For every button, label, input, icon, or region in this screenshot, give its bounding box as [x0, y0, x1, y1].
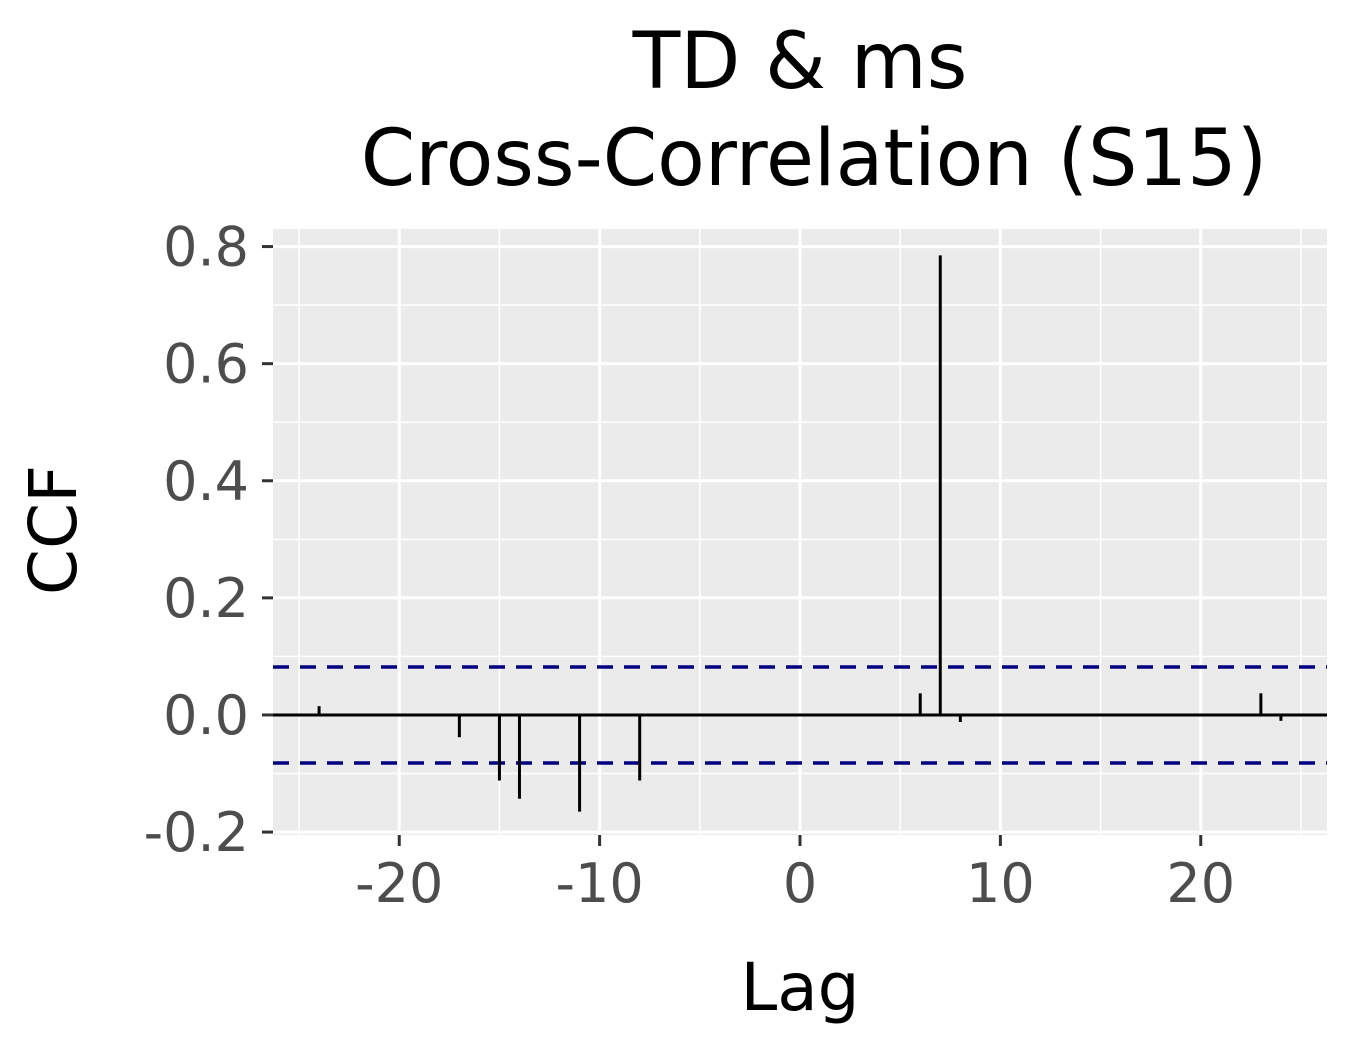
y-axis-title: CCF: [15, 465, 92, 595]
y-tick-label: 0.2: [163, 567, 249, 630]
x-tick-label: 10: [966, 852, 1035, 915]
y-tick-label: 0.4: [163, 450, 249, 513]
chart-title-line-1: TD & ms: [632, 17, 968, 107]
y-tick-label: 0.8: [163, 216, 249, 279]
x-tick-label: 20: [1166, 852, 1235, 915]
y-tick-label: -0.2: [144, 801, 249, 864]
x-tick-label: -20: [355, 852, 443, 915]
x-axis: -20 -10 0 10 20: [355, 835, 1235, 915]
confidence-lines: [273, 665, 1327, 765]
y-tick-label: 0.6: [163, 333, 249, 396]
chart-title-line-2: Cross-Correlation (S15): [361, 114, 1267, 204]
x-tick-label: 0: [783, 852, 817, 915]
y-axis: -0.2 0.0 0.2 0.4 0.6 0.8: [144, 216, 273, 864]
ccf-bars: [317, 255, 1283, 812]
x-tick-label: -10: [556, 852, 644, 915]
y-tick-label: 0.0: [163, 684, 249, 747]
x-axis-title: Lag: [740, 949, 859, 1026]
